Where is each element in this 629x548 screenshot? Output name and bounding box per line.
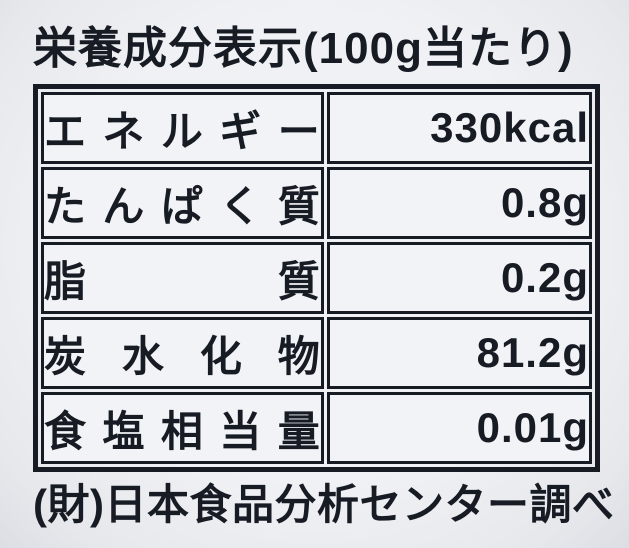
nutrient-name: たんぱく質 — [41, 167, 324, 239]
nutrient-value: 330kcal — [326, 92, 592, 164]
nutrient-name: 炭水化物 — [41, 317, 324, 389]
nutrient-value: 0.2g — [326, 242, 592, 314]
table-row-energy: エネルギー 330kcal — [41, 92, 592, 164]
nutrient-value: 0.01g — [326, 392, 592, 464]
nutrient-value: 81.2g — [326, 317, 592, 389]
table-row-protein: たんぱく質 0.8g — [41, 167, 592, 239]
nutrient-value: 0.8g — [326, 167, 592, 239]
nutrient-name: 食塩相当量 — [41, 392, 324, 464]
analysis-credit-text: (財)日本食品分析センター調べ — [33, 481, 615, 528]
nutrition-table-body: エネルギー 330kcal たんぱく質 0.8g 脂質 0.2g 炭水化物 81… — [41, 92, 592, 464]
table-row-fat: 脂質 0.2g — [41, 242, 592, 314]
nutrient-name: 脂質 — [41, 242, 324, 314]
nutrition-label-title: 栄養成分表示(100g当たり) — [33, 24, 574, 73]
table-row-carbohydrate: 炭水化物 81.2g — [41, 317, 592, 389]
nutrient-name: エネルギー — [41, 92, 324, 164]
nutrition-table: エネルギー 330kcal たんぱく質 0.8g 脂質 0.2g 炭水化物 81… — [33, 84, 600, 472]
table-row-salt-equivalent: 食塩相当量 0.01g — [41, 392, 592, 464]
